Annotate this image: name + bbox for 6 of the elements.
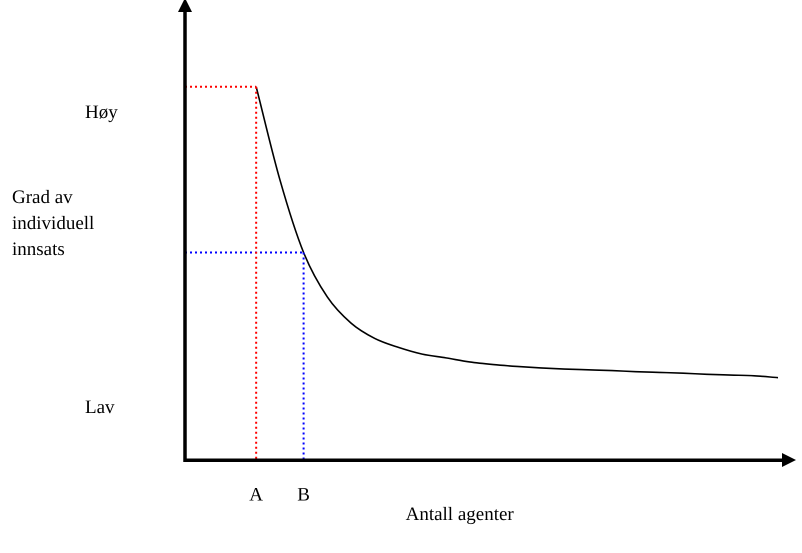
text: Lav: [85, 396, 115, 420]
text: Høy: [85, 100, 118, 125]
x-tick-label: A: [249, 484, 264, 506]
x-axis-title: Antall agenter: [406, 503, 514, 527]
x-tick-label: B: [297, 484, 310, 506]
y-axis-title: Grad av individuell innsats: [12, 186, 96, 262]
